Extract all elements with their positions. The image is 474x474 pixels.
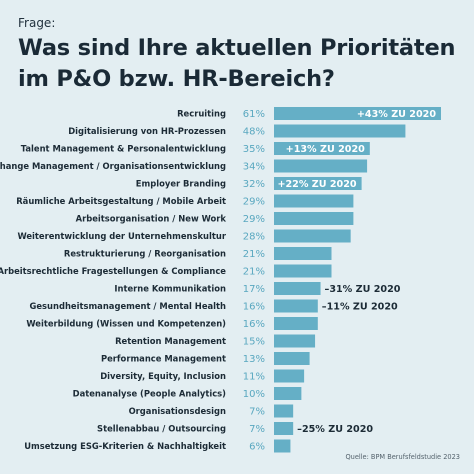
category-label-row-11: Interne Kommunikation: [114, 284, 226, 294]
bar-row-15: [274, 352, 310, 365]
value-label-row-5: 32%: [243, 179, 265, 190]
change-annotation-4: –31% ZU 2020: [325, 284, 401, 295]
chart-title-line-2: im P&O bzw. HR-Bereich?: [18, 66, 335, 92]
value-label-row-16: 11%: [243, 372, 265, 383]
change-annotation-6: –25% ZU 2020: [297, 424, 373, 435]
chart-title: Was sind Ihre aktuellen Prioritäten im P…: [18, 33, 458, 95]
value-label-row-8: 28%: [243, 232, 265, 243]
category-label-row-2: Digitalisierung von HR-Prozessen: [68, 126, 226, 136]
category-label-row-6: Räumliche Arbeitsgestaltung / Mobile Arb…: [16, 196, 226, 206]
value-label-row-19: 7%: [249, 424, 265, 435]
value-label-row-9: 21%: [243, 249, 265, 260]
bar-row-5: [274, 177, 362, 190]
bar-row-10: [274, 264, 332, 278]
category-label-row-18: Organisationsdesign: [129, 406, 226, 416]
category-label-row-13: Weiterbildung (Wissen und Kompetenzen): [26, 319, 226, 329]
bar-row-9: [274, 247, 332, 260]
bar-row-13: [274, 317, 318, 330]
value-label-row-17: 10%: [243, 389, 265, 400]
category-label-row-1: Recruiting: [177, 109, 226, 119]
value-label-row-18: 7%: [249, 407, 265, 418]
bar-row-18: [274, 404, 294, 418]
category-label-row-3: Talent Management & Personalentwicklung: [21, 144, 226, 154]
bar-row-2: [274, 124, 406, 138]
category-label-row-8: Weiterentwicklung der Unternehmenskultur: [17, 231, 226, 241]
value-label-row-2: 48%: [243, 127, 265, 138]
bar-row-3: [274, 142, 370, 155]
chart-title-line-1: Was sind Ihre aktuellen Prioritäten: [18, 35, 456, 61]
value-label-row-20: 6%: [249, 442, 265, 453]
bar-row-14: [274, 334, 316, 348]
value-label-row-3: 35%: [243, 144, 265, 155]
change-annotation-1: +43% ZU 2020: [357, 109, 436, 120]
value-label-row-14: 15%: [243, 337, 265, 348]
value-label-row-6: 29%: [243, 197, 265, 208]
value-label-row-7: 29%: [243, 214, 265, 225]
bar-row-20: [274, 439, 291, 453]
bar-row-1: [274, 107, 441, 120]
value-label-row-13: 16%: [243, 319, 265, 330]
bar-row-7: [274, 212, 354, 225]
category-label-row-4: Change Management / Organisationsentwick…: [0, 161, 226, 171]
bar-row-11: [274, 282, 321, 295]
change-annotation-5: –11% ZU 2020: [322, 301, 398, 312]
bar-row-12: [274, 299, 318, 313]
category-label-row-9: Restrukturierung / Reorganisation: [64, 249, 226, 259]
value-label-row-15: 13%: [243, 354, 265, 365]
question-label: Frage:: [18, 16, 56, 30]
value-label-row-10: 21%: [243, 267, 265, 278]
value-label-row-4: 34%: [243, 162, 265, 173]
category-label-row-14: Retention Management: [115, 336, 226, 346]
category-label-row-12: Gesundheitsmanagement / Mental Health: [30, 301, 227, 311]
value-label-row-1: 61%: [243, 109, 265, 120]
category-label-row-5: Employer Branding: [136, 179, 226, 189]
category-label-row-10: Arbeitsrechtliche Fragestellungen & Comp…: [0, 266, 226, 276]
bar-row-4: [274, 159, 368, 173]
source-note: Quelle: BPM Berufsfeldstudie 2023: [345, 453, 460, 461]
value-label-row-11: 17%: [243, 284, 265, 295]
change-annotation-3: +22% ZU 2020: [277, 179, 356, 190]
change-annotation-2: +13% ZU 2020: [286, 144, 365, 155]
value-label-row-12: 16%: [243, 302, 265, 313]
category-label-row-17: Datenanalyse (People Analytics): [73, 389, 227, 399]
category-label-row-20: Umsetzung ESG-Kriterien & Nachhaltigkeit: [24, 441, 226, 451]
bar-row-19: [274, 422, 294, 435]
bar-row-16: [274, 369, 305, 383]
category-label-row-7: Arbeitsorganisation / New Work: [76, 214, 227, 224]
category-label-row-19: Stellenabbau / Outsourcing: [97, 424, 226, 434]
bar-row-8: [274, 229, 351, 243]
bar-row-17: [274, 387, 302, 400]
bar-row-6: [274, 194, 354, 208]
category-label-row-15: Performance Management: [101, 354, 226, 364]
category-label-row-16: Diversity, Equity, Inclusion: [100, 371, 226, 381]
